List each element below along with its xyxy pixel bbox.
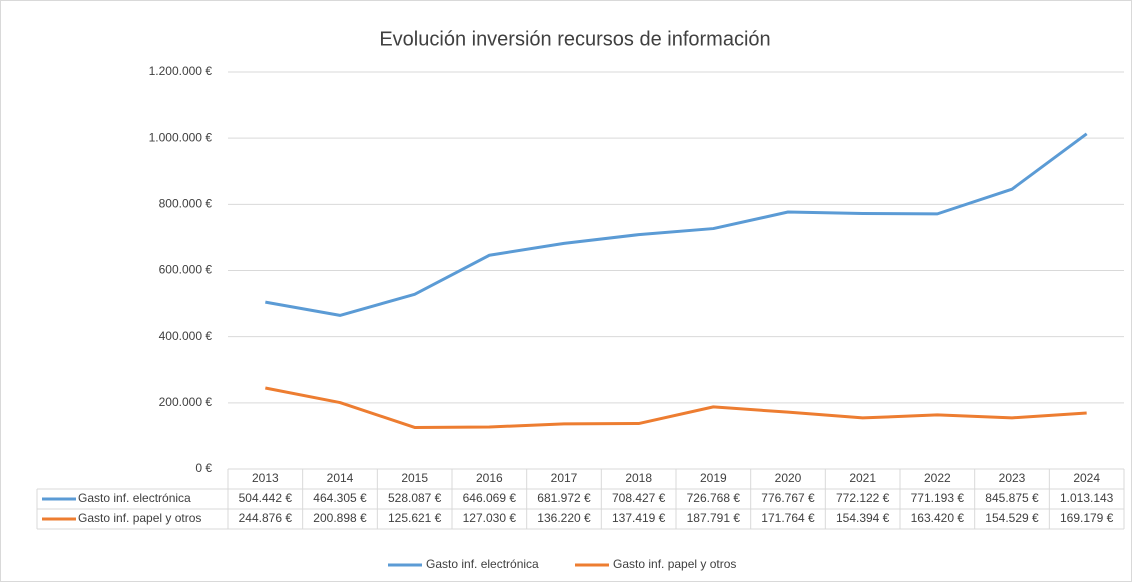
y-tick-label: 600.000 € bbox=[159, 263, 213, 277]
table-cell: 187.791 € bbox=[687, 511, 741, 525]
table-cell: 137.419 € bbox=[612, 511, 666, 525]
chart-title: Evolución inversión recursos de informac… bbox=[379, 28, 770, 50]
legend-label: Gasto inf. papel y otros bbox=[613, 557, 736, 571]
table-cell: 726.768 € bbox=[687, 491, 741, 505]
table-cell: 154.394 € bbox=[836, 511, 890, 525]
x-tick-label: 2017 bbox=[551, 471, 578, 485]
table-cell: 125.621 € bbox=[388, 511, 442, 525]
table-cell: 772.122 € bbox=[836, 491, 890, 505]
x-tick-label: 2014 bbox=[327, 471, 354, 485]
table-cell: 528.087 € bbox=[388, 491, 442, 505]
x-tick-label: 2022 bbox=[924, 471, 951, 485]
table-cell: 127.030 € bbox=[463, 511, 517, 525]
x-tick-label: 2020 bbox=[775, 471, 802, 485]
table-cell: 646.069 € bbox=[463, 491, 517, 505]
series-line bbox=[265, 386, 1087, 429]
x-tick-label: 2023 bbox=[999, 471, 1026, 485]
table-cell: 771.193 € bbox=[911, 491, 965, 505]
table-row-label: Gasto inf. papel y otros bbox=[78, 511, 201, 525]
y-tick-label: 200.000 € bbox=[159, 395, 213, 409]
y-tick-label: 0 € bbox=[195, 461, 212, 475]
y-tick-label: 1.000.000 € bbox=[149, 130, 213, 144]
table-cell: 154.529 € bbox=[985, 511, 1039, 525]
table-cell: 776.767 € bbox=[761, 491, 815, 505]
table-cell: 244.876 € bbox=[239, 511, 293, 525]
table-cell: 464.305 € bbox=[313, 491, 367, 505]
x-tick-label: 2013 bbox=[252, 471, 279, 485]
y-tick-label: 400.000 € bbox=[159, 329, 213, 343]
y-tick-label: 800.000 € bbox=[159, 197, 213, 211]
table-cell: 504.442 € bbox=[239, 491, 293, 505]
table-cell: 136.220 € bbox=[537, 511, 591, 525]
x-tick-label: 2019 bbox=[700, 471, 727, 485]
table-cell: 708.427 € bbox=[612, 491, 666, 505]
table-cell: 1.013.143 bbox=[1060, 491, 1114, 505]
table-cell: 200.898 € bbox=[313, 511, 367, 525]
x-tick-label: 2015 bbox=[401, 471, 428, 485]
series-line bbox=[265, 132, 1088, 317]
x-tick-label: 2024 bbox=[1073, 471, 1100, 485]
x-tick-label: 2018 bbox=[625, 471, 652, 485]
table-cell: 681.972 € bbox=[537, 491, 591, 505]
table-cell: 171.764 € bbox=[761, 511, 815, 525]
table-cell: 845.875 € bbox=[985, 491, 1039, 505]
legend-label: Gasto inf. electrónica bbox=[426, 557, 539, 571]
table-cell: 163.420 € bbox=[911, 511, 965, 525]
table-cell: 169.179 € bbox=[1060, 511, 1114, 525]
table-row-label: Gasto inf. electrónica bbox=[78, 491, 191, 505]
x-tick-label: 2021 bbox=[849, 471, 876, 485]
y-tick-label: 1.200.000 € bbox=[149, 64, 213, 78]
x-tick-label: 2016 bbox=[476, 471, 503, 485]
